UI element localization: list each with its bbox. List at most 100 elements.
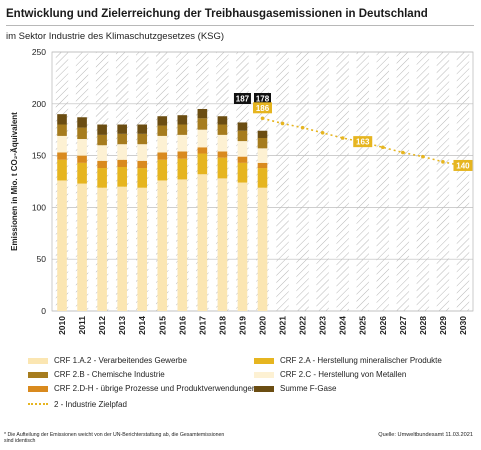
hatch-column-2029: [436, 52, 450, 311]
bar-crf2b-2017: [197, 118, 208, 130]
legend-item-crf1a2: CRF 1.A.2 - Verarbeitendes Gewerbe: [28, 356, 187, 365]
legend-swatch-crf2b: [28, 371, 48, 378]
legend-item-crf2c: CRF 2.C - Herstellung von Metallen: [254, 370, 406, 379]
bar-crf1a2-2017: [197, 174, 208, 311]
bar-crf2b-2016: [177, 124, 188, 135]
bar-crf2a-2014: [137, 168, 148, 188]
bar-fgase-2010: [57, 114, 67, 125]
bar-crf2a-2019: [237, 162, 248, 183]
hatch-column-2021: [276, 52, 289, 311]
x-tick-label: 2010: [57, 316, 67, 335]
callout-label: 187: [236, 95, 250, 104]
legend-label-target: 2 - Industrie Zielpfad: [54, 400, 127, 409]
hatch-column-2027: [396, 52, 410, 311]
callout-box-2019-187: [233, 93, 251, 104]
hatch-column-2030: [456, 52, 470, 311]
bar-crf1a2-2015: [157, 180, 168, 311]
target-path-point-2028: [421, 154, 425, 159]
bar-crf1a2-2010: [57, 180, 67, 311]
x-tick-label: 2022: [298, 316, 308, 335]
callout-label: 163: [356, 138, 370, 147]
target-path-point-2020: [260, 116, 265, 121]
legend-label-crf2dh: CRF 2.D-H - übrige Prozesse und Produktv…: [54, 384, 257, 393]
callout-box-2020-178: [254, 93, 271, 104]
bar-crf1a2-2018: [217, 178, 228, 311]
hatch-column-2026: [376, 52, 390, 311]
bar-crf2dh-2012: [97, 160, 107, 169]
bar-crf2c-2018: [217, 134, 228, 152]
bar-crf2dh-2015: [157, 152, 168, 160]
x-tick-label: 2014: [137, 316, 147, 335]
legend-line-target: [28, 402, 48, 407]
bar-crf2b-2013: [117, 133, 127, 145]
bar-crf2dh-2016: [177, 151, 188, 159]
y-tick-label: 0: [41, 306, 46, 316]
bar-crf2b-2018: [217, 124, 228, 135]
y-tick-label: 100: [32, 202, 46, 212]
target-path-point-2029: [441, 160, 445, 164]
bar-crf2a-2013: [117, 166, 127, 187]
target-path-point-2027: [401, 150, 405, 155]
x-tick-label: 2023: [318, 316, 328, 335]
bar-fgase-2019: [237, 122, 248, 131]
bar-crf2a-2016: [177, 158, 188, 180]
y-tick-label: 250: [32, 47, 46, 57]
bar-crf2c-2020: [257, 148, 268, 163]
x-tick-label: 2012: [97, 316, 107, 335]
legend-item-crf2a: CRF 2.A - Herstellung mineralischer Prod…: [254, 356, 442, 365]
target-path-line: [262, 117, 464, 167]
bar-crf2dh-2011: [77, 155, 87, 163]
bar-fgase-2011: [77, 117, 87, 128]
bar-crf1a2-2020: [257, 187, 268, 311]
bar-crf2c-2015: [157, 135, 168, 153]
target-path-point-2021: [280, 121, 285, 126]
bar-crf2a-2020: [257, 168, 268, 188]
x-tick-label: 2028: [418, 316, 428, 335]
x-tick-label: 2017: [197, 316, 207, 335]
legend-label-crf1a2: CRF 1.A.2 - Verarbeitendes Gewerbe: [54, 356, 187, 365]
bar-crf2c-2019: [237, 141, 248, 157]
x-tick-label: 2027: [398, 316, 408, 335]
bar-crf2c-2012: [97, 145, 107, 161]
bar-crf2a-2018: [217, 157, 228, 179]
target-path-point-2022: [300, 125, 305, 130]
bar-crf2c-2016: [177, 134, 188, 152]
y-tick-label: 200: [32, 99, 46, 109]
bar-fgase-2016: [177, 115, 188, 125]
x-tick-label: 2029: [438, 316, 448, 335]
hatch-column-2022: [296, 52, 309, 311]
bar-fgase-2015: [157, 116, 168, 126]
legend-item-crf2b: CRF 2.B - Chemische Industrie: [28, 370, 165, 379]
bar-fgase-2018: [217, 116, 228, 125]
legend-swatch-crf2a: [254, 357, 274, 364]
bar-crf2dh-2017: [197, 147, 208, 154]
legend-label-fgase: Summe F-Gase: [280, 384, 337, 393]
target-path-point-2024: [340, 136, 345, 140]
bar-crf2c-2010: [57, 135, 67, 153]
x-tick-label: 2019: [237, 316, 247, 335]
bar-crf2a-2012: [97, 168, 107, 188]
bar-crf2dh-2018: [217, 151, 228, 158]
bar-crf2dh-2020: [257, 162, 268, 169]
bar-crf1a2-2011: [77, 183, 87, 311]
legend-item-crf2dh: CRF 2.D-H - übrige Prozesse und Produktv…: [28, 384, 256, 393]
hatch-column-2028: [416, 52, 430, 311]
bar-crf2b-2012: [97, 134, 107, 146]
legend-swatch-crf2c: [254, 371, 274, 378]
bar-crf2dh-2010: [57, 152, 67, 160]
bar-fgase-2012: [97, 124, 107, 135]
bar-crf2a-2015: [157, 159, 168, 181]
bar-crf2b-2011: [77, 127, 87, 140]
bar-crf2a-2010: [57, 159, 67, 181]
hatch-column-2025: [356, 52, 369, 311]
legend-swatch-crf1a2: [28, 357, 48, 364]
x-tick-label: 2013: [117, 316, 127, 335]
title-divider: [6, 25, 474, 26]
target-path-point-2026: [380, 145, 385, 150]
callout-box-2025-163: [353, 136, 373, 148]
hatch-column-2024: [336, 52, 349, 311]
y-tick-label: 50: [37, 254, 47, 264]
callout-label: 186: [256, 104, 270, 113]
callout-box-2020-186: [253, 102, 272, 114]
x-tick-label: 2025: [358, 316, 368, 335]
